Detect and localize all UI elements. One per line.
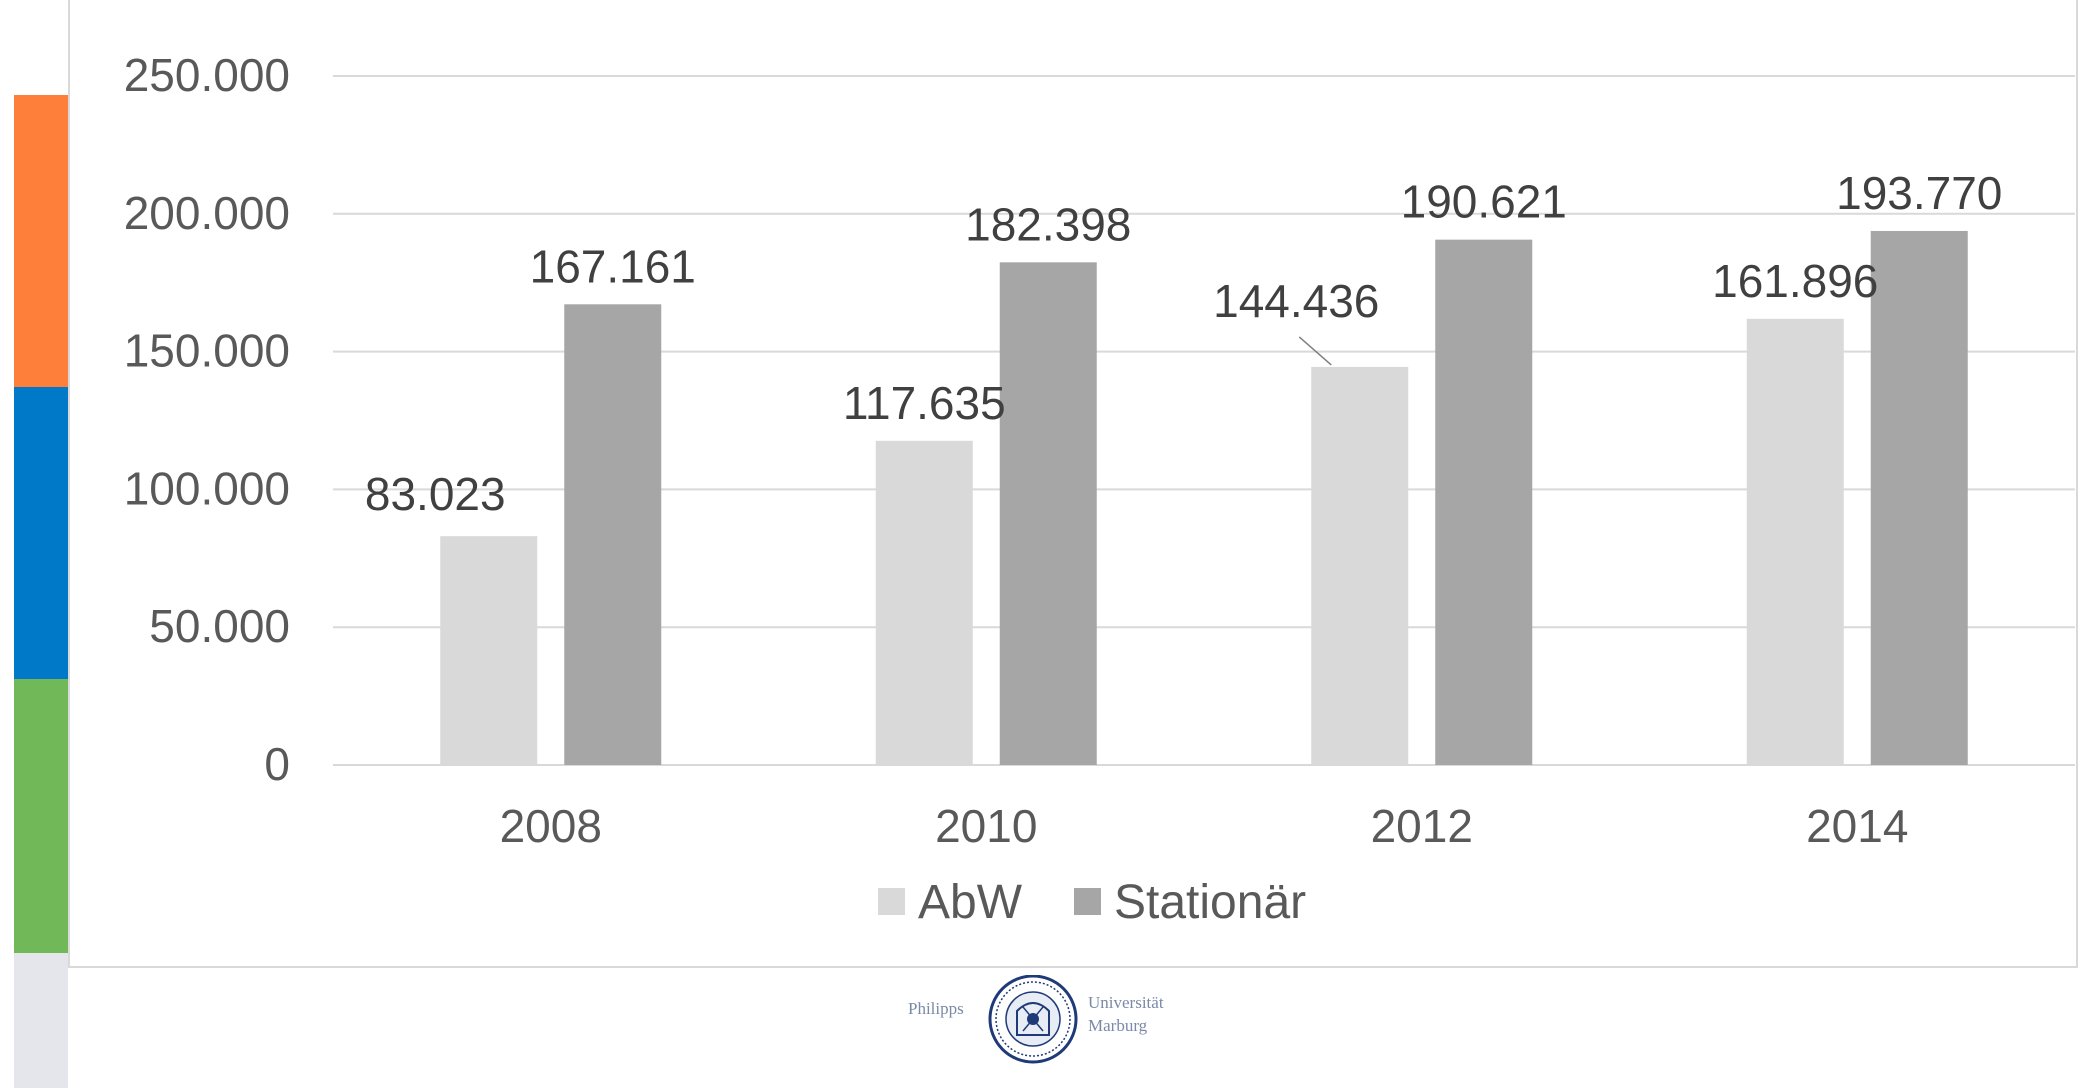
y-tick-label: 50.000 — [149, 600, 290, 652]
university-seal-icon — [988, 975, 1078, 1064]
x-tick-label: 2010 — [935, 800, 1037, 852]
bar-stationaer-2014 — [1870, 230, 1968, 766]
bar-abw-2012 — [1311, 366, 1409, 765]
legend-label: Stationär — [1114, 876, 1306, 929]
y-tick-label: 250.000 — [124, 49, 290, 101]
y-axis-tick-labels: 0 50.000 100.000 150.000 200.000 250.000 — [124, 49, 290, 790]
bar-stationaer-2008 — [564, 304, 662, 765]
accent-segment-blue — [14, 387, 68, 679]
data-label: 117.635 — [843, 377, 1006, 429]
university-logo: Philipps Universität Marburg — [908, 975, 1164, 1064]
data-label-leader-line — [1298, 336, 1332, 366]
bar-abw-2008 — [440, 536, 538, 765]
bars — [440, 230, 1968, 766]
data-label: 83.023 — [365, 468, 506, 520]
x-tick-label: 2008 — [500, 800, 602, 852]
data-label: 167.161 — [530, 240, 696, 292]
accent-segment-green — [14, 679, 68, 953]
x-axis-tick-labels: 2008 2010 2012 2014 — [500, 800, 1909, 852]
logo-word-right-1: Universität — [1088, 993, 1164, 1012]
legend-label: AbW — [918, 876, 1023, 929]
accent-segment-orange — [14, 95, 68, 387]
legend: AbW Stationär — [878, 876, 1306, 929]
logo-word-right-2: Marburg — [1088, 1016, 1148, 1035]
legend-swatch-abw — [878, 888, 905, 915]
x-tick-label: 2014 — [1806, 800, 1908, 852]
bar-abw-2014 — [1746, 318, 1844, 765]
accent-bar — [14, 95, 68, 1088]
accent-segment-gray — [14, 953, 68, 1088]
bar-abw-2010 — [875, 440, 973, 765]
bar-stationaer-2010 — [999, 262, 1097, 765]
y-tick-label: 200.000 — [124, 187, 290, 239]
data-label: 182.398 — [965, 198, 1131, 250]
data-label: 193.770 — [1836, 167, 2002, 219]
y-tick-label: 0 — [264, 738, 290, 790]
y-tick-label: 150.000 — [124, 325, 290, 377]
data-labels: 83.023 167.161 117.635 182.398 144.436 190.62… — [365, 167, 2002, 520]
x-tick-label: 2012 — [1371, 800, 1473, 852]
data-label: 190.621 — [1401, 176, 1567, 228]
data-label: 144.436 — [1213, 275, 1379, 327]
legend-swatch-stationaer — [1074, 888, 1101, 915]
y-tick-label: 100.000 — [124, 462, 290, 514]
data-label: 161.896 — [1712, 255, 1878, 307]
bar-stationaer-2012 — [1435, 239, 1533, 765]
bar-chart: 0 50.000 100.000 150.000 200.000 250.000 83.0… — [124, 49, 2075, 929]
logo-word-left: Philipps — [908, 999, 964, 1018]
